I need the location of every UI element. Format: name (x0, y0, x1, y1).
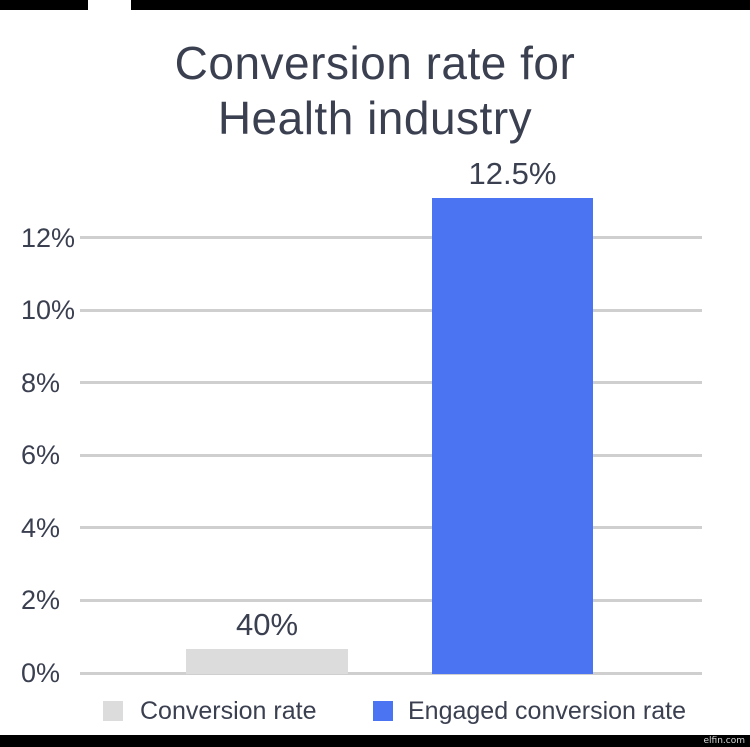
ytick-label: 0% (21, 658, 61, 688)
bar-engaged-conversion-rate (432, 198, 593, 674)
gridline-10pct (80, 309, 702, 312)
top-frame-bar (0, 0, 750, 10)
ytick-label: 8% (21, 368, 61, 398)
bottom-frame-bar (0, 735, 750, 747)
legend-swatch-conversion-rate (103, 701, 123, 721)
ytick-label: 12% (21, 223, 76, 253)
ytick-label: 10% (21, 295, 76, 325)
legend-label-conversion-rate: Conversion rate (140, 697, 317, 725)
legend-swatch-engaged-conversion-rate (373, 701, 393, 721)
bar-conversion-rate (186, 649, 348, 674)
ytick-label: 6% (21, 440, 61, 470)
bar-value-conversion-rate: 40% (235, 607, 299, 642)
gridline-2pct (80, 599, 702, 602)
ytick-label: 2% (21, 585, 61, 615)
ytick-label: 4% (21, 513, 61, 543)
gridline-6pct (80, 454, 702, 457)
top-frame-bar-notch (88, 0, 131, 10)
gridline-12pct (80, 236, 702, 239)
gridline-8pct (80, 381, 702, 384)
x-axis-baseline (80, 672, 702, 675)
gridline-4pct (80, 526, 702, 529)
legend-label-engaged-conversion-rate: Engaged conversion rate (408, 697, 686, 725)
bar-value-engaged-conversion-rate: 12.5% (468, 156, 557, 191)
watermark-text: elfin.com (703, 736, 746, 746)
chart-title: Conversion rate for Health industry (174, 37, 576, 144)
